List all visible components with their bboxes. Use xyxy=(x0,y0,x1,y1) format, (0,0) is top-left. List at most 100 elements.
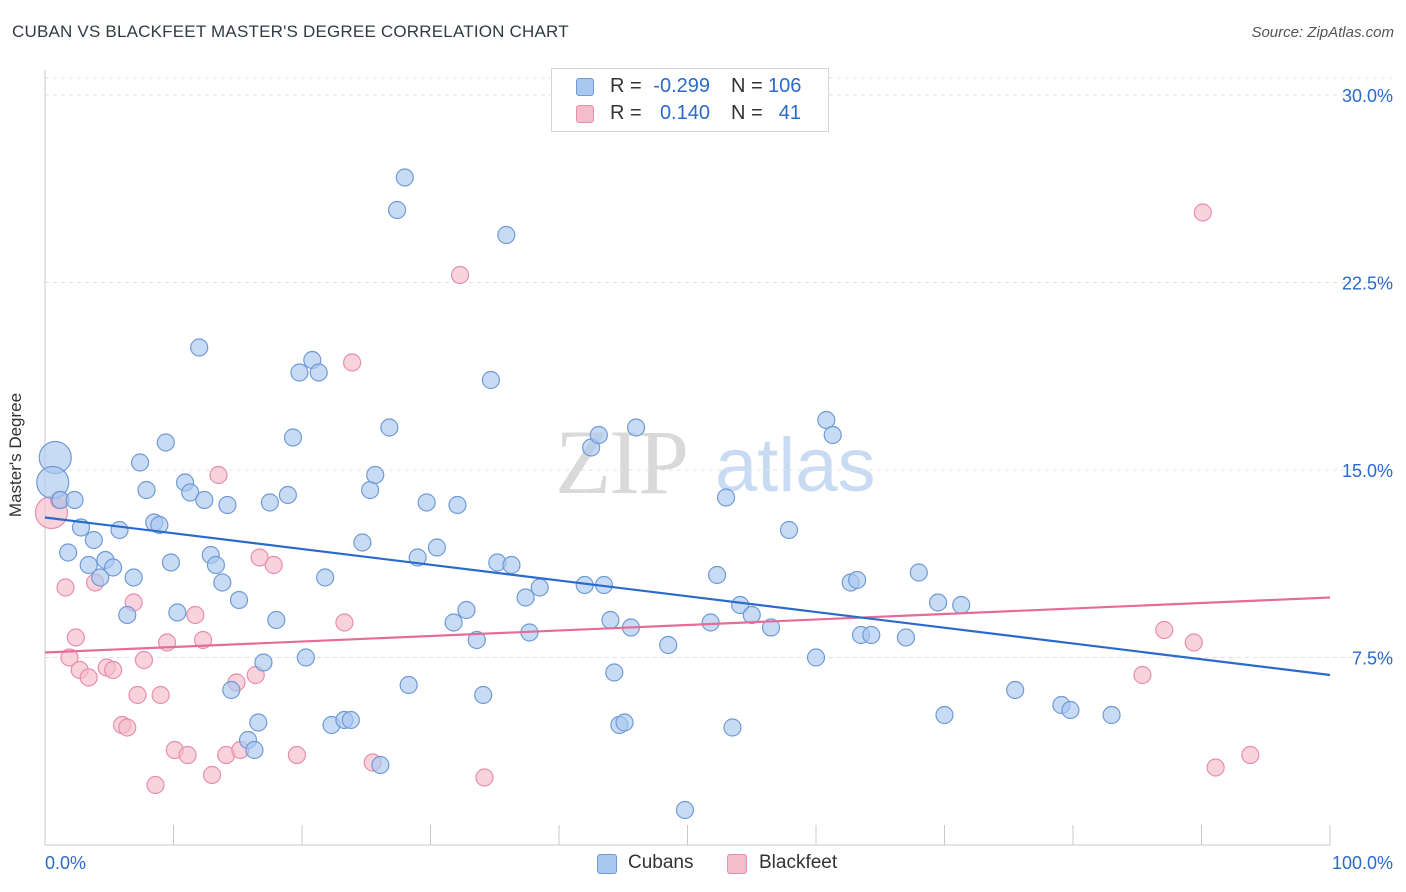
y-tick-label: 30.0% xyxy=(1342,86,1393,106)
cubans-point xyxy=(467,630,486,650)
legend-n-value: 41 xyxy=(778,102,801,124)
x-tick-label: 100.0% xyxy=(1332,853,1393,873)
cubans-point xyxy=(161,553,181,572)
y-axis-label: Master's Degree xyxy=(6,392,25,518)
cubans-point xyxy=(417,493,436,512)
cubans-point xyxy=(366,465,385,485)
blackfeet-point xyxy=(66,628,85,647)
blackfeet-point xyxy=(287,745,306,765)
x-tick-labels: 0.0% 100.0% xyxy=(45,853,1393,873)
cubans-point xyxy=(283,428,303,447)
cubans-point xyxy=(387,200,407,220)
cubans-point xyxy=(626,418,646,437)
blackfeet-point xyxy=(186,605,205,625)
cubans-point xyxy=(457,600,476,620)
cubans-point xyxy=(59,543,78,562)
stats-legend: R = -0.299 N = 106 R = 0.140 N = 41 xyxy=(551,68,829,132)
cubans-point xyxy=(716,488,736,507)
blackfeet-point xyxy=(104,660,123,680)
cubans-point xyxy=(427,538,447,557)
cubans-point xyxy=(848,570,867,590)
cubans-point xyxy=(380,418,399,437)
legend-r-label: R = xyxy=(610,102,642,124)
legend-r-label: R = xyxy=(610,75,642,97)
cubans-point xyxy=(731,595,750,615)
blackfeet-point xyxy=(202,765,222,785)
blackfeet-point xyxy=(151,685,170,705)
cubans-point xyxy=(723,718,742,737)
axes xyxy=(44,70,1331,846)
y-axis-label-wrap: Master's Degree xyxy=(6,393,36,517)
blackfeet-point xyxy=(450,265,470,285)
blackfeet-trend-line xyxy=(44,596,1331,654)
cubans-points xyxy=(36,168,1121,820)
cubans-point xyxy=(817,410,836,430)
cubans-point xyxy=(707,565,727,585)
blackfeet-point xyxy=(1241,745,1260,765)
cubans-point xyxy=(245,740,264,760)
cubans-point xyxy=(309,363,328,382)
watermark-atlas: atlas xyxy=(715,423,876,508)
cubans-point xyxy=(1006,680,1025,700)
cubans-point xyxy=(290,363,309,382)
cubans-point xyxy=(267,610,286,630)
cubans-point xyxy=(91,568,110,587)
cubans-point xyxy=(862,625,881,645)
cubans-point xyxy=(659,635,678,655)
cubans-point xyxy=(168,603,187,622)
cubans-point xyxy=(206,555,226,575)
cubans-point xyxy=(742,605,761,625)
series-swatch-cubans xyxy=(597,854,617,874)
blackfeet-point xyxy=(193,630,213,650)
series-name-blackfeet: Blackfeet xyxy=(759,852,838,873)
cubans-point xyxy=(124,568,143,587)
cubans-point xyxy=(1061,700,1080,720)
cubans-point xyxy=(195,490,214,510)
cubans-point xyxy=(150,515,169,535)
trend-lines xyxy=(44,516,1331,677)
cubans-point xyxy=(110,520,129,540)
y-tick-labels: 7.5% 15.0% 22.5% 30.0% xyxy=(1342,86,1393,669)
cubans-point xyxy=(84,530,103,550)
cubans-point xyxy=(65,490,84,510)
blackfeet-point xyxy=(134,650,154,670)
cubans-point xyxy=(222,680,241,700)
cubans-point xyxy=(316,568,335,587)
cubans-point xyxy=(935,705,954,725)
cubans-point xyxy=(1102,705,1121,725)
blackfeet-point xyxy=(475,768,494,787)
y-tick-label: 15.0% xyxy=(1342,461,1393,481)
cubans-point xyxy=(481,370,500,390)
cubans-point xyxy=(399,675,418,695)
blackfeet-point xyxy=(118,718,137,737)
cubans-point xyxy=(823,425,842,445)
cubans-point xyxy=(605,663,624,682)
cubans-point xyxy=(928,593,948,612)
cubans-point xyxy=(896,628,916,647)
cubans-point xyxy=(952,595,971,615)
blackfeet-point xyxy=(1193,203,1212,222)
source-credit: Source: ZipAtlas.com xyxy=(1251,24,1394,41)
legend-r-value: -0.299 xyxy=(653,75,710,97)
blackfeet-point xyxy=(250,548,269,567)
cubans-point xyxy=(779,520,799,540)
cubans-point xyxy=(502,555,521,575)
legend-swatch-blackfeet xyxy=(576,105,594,123)
blackfeet-point xyxy=(343,353,362,372)
cubans-point xyxy=(516,588,535,607)
cubans-point xyxy=(497,225,516,245)
y-tick-label: 7.5% xyxy=(1352,649,1393,669)
legend-r-value: 0.140 xyxy=(659,102,710,124)
cubans-point xyxy=(615,713,634,732)
cubans-point xyxy=(118,605,137,625)
cubans-point xyxy=(448,495,467,515)
watermark: ZIP atlas xyxy=(555,411,876,513)
cubans-point xyxy=(589,425,608,445)
cubans-point xyxy=(190,338,209,357)
cubans-point xyxy=(353,533,372,552)
blackfeet-point xyxy=(1155,620,1174,640)
cubans-point xyxy=(296,648,315,667)
cubans-point xyxy=(181,483,200,502)
blackfeet-point xyxy=(56,578,75,597)
